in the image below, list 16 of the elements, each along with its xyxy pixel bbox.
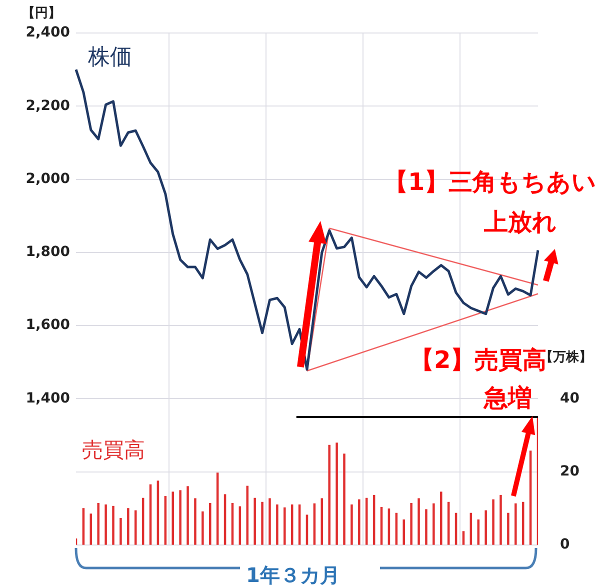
series-label: 株価: [88, 44, 132, 72]
y-tick-label: 2,400: [26, 24, 70, 41]
text: 1年３カ月: [246, 562, 340, 587]
series-label: 売買高: [82, 437, 145, 464]
y-tick-label: 1,600: [26, 317, 70, 334]
annotation: 上放れ: [484, 207, 557, 238]
y2-tick-label: 20: [560, 464, 580, 480]
y-tick-label: 2,200: [26, 98, 70, 114]
annotation: 【1】三角もちあい: [384, 167, 597, 198]
y-tick-label: 1,400: [26, 390, 70, 406]
y-axis-title: 【円】: [22, 5, 61, 22]
y2-tick-label: 0: [560, 536, 570, 553]
y-tick-label: 1,800: [26, 244, 70, 260]
y-tick-label: 2,000: [26, 170, 70, 187]
y2-tick-label: 40: [560, 390, 580, 406]
annotation: 急増: [484, 383, 532, 414]
